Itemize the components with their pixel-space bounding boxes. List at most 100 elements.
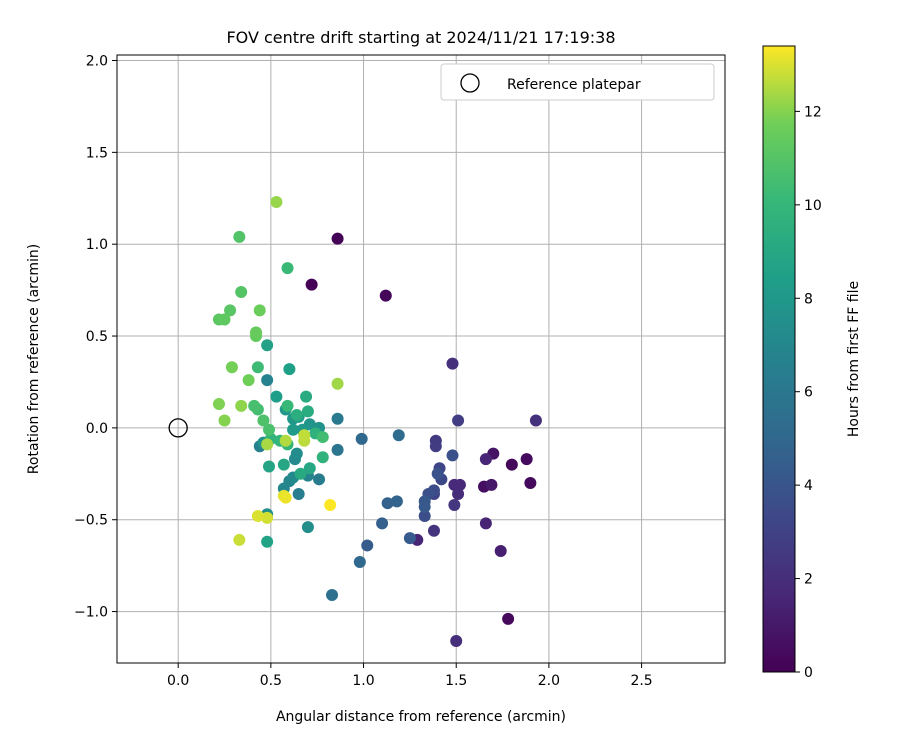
scatter-point bbox=[313, 473, 326, 486]
colorbar-gradient bbox=[762, 45, 796, 673]
y-tick-label: 1.5 bbox=[86, 145, 108, 161]
scatter-point bbox=[251, 361, 264, 374]
scatter-point bbox=[392, 429, 405, 442]
x-tick-label: 1.5 bbox=[445, 673, 467, 689]
scatter-point bbox=[277, 458, 290, 471]
scatter-point bbox=[326, 589, 339, 602]
scatter-point bbox=[452, 414, 465, 427]
scatter-point bbox=[450, 634, 463, 647]
scatter-point bbox=[281, 399, 294, 412]
scatter-point bbox=[403, 532, 416, 545]
colorbar-tick-label: 8 bbox=[804, 291, 813, 307]
scatter-point bbox=[261, 438, 274, 451]
scatter-point bbox=[250, 326, 263, 339]
scatter-point bbox=[261, 339, 274, 352]
scatter-point bbox=[270, 195, 283, 208]
colorbar-tick-label: 6 bbox=[804, 385, 813, 401]
scatter-point bbox=[292, 488, 305, 501]
colorbar-tick-label: 0 bbox=[804, 665, 813, 681]
colorbar-tick-label: 4 bbox=[804, 478, 813, 494]
scatter-point bbox=[427, 524, 440, 537]
scatter-point bbox=[485, 478, 498, 491]
scatter-point bbox=[261, 535, 274, 548]
scatter-point bbox=[479, 517, 492, 530]
scatter-point bbox=[270, 390, 283, 403]
scatter-point bbox=[261, 374, 274, 387]
scatter-point bbox=[283, 363, 296, 376]
scatter-point bbox=[379, 289, 392, 302]
scatter-point bbox=[331, 232, 344, 245]
scatter-point bbox=[505, 458, 518, 471]
y-tick-label: 0.0 bbox=[86, 421, 108, 437]
y-tick-label: 1.0 bbox=[86, 237, 108, 253]
y-tick-label: −1.0 bbox=[74, 605, 108, 621]
scatter-point bbox=[257, 414, 270, 427]
y-tick-label: −0.5 bbox=[74, 513, 108, 529]
scatter-point bbox=[502, 612, 515, 625]
x-tick-label: 0.5 bbox=[260, 673, 282, 689]
scatter-point bbox=[253, 304, 266, 317]
scatter-point bbox=[261, 511, 274, 524]
scatter-point bbox=[279, 491, 292, 504]
scatter-point bbox=[429, 440, 442, 453]
scatter-point bbox=[248, 399, 261, 412]
scatter-point bbox=[448, 499, 461, 512]
scatter-point bbox=[448, 478, 461, 491]
grid-lines bbox=[117, 55, 725, 663]
scatter-point bbox=[446, 357, 459, 370]
colorbar-label: Hours from first FF file bbox=[846, 281, 862, 437]
y-axis-label: Rotation from reference (arcmin) bbox=[26, 244, 42, 474]
colorbar-tick-label: 12 bbox=[804, 104, 822, 120]
scatter-point bbox=[390, 495, 403, 508]
scatter-point bbox=[494, 544, 507, 557]
scatter-point bbox=[294, 467, 307, 480]
scatter-point bbox=[446, 449, 459, 462]
plot-frame bbox=[116, 54, 726, 664]
scatter-point bbox=[331, 377, 344, 390]
scatter-point bbox=[301, 521, 314, 534]
scatter-point bbox=[233, 230, 246, 243]
scatter-point bbox=[305, 278, 318, 291]
scatter-point bbox=[418, 510, 431, 523]
legend: Reference platepar bbox=[440, 63, 715, 101]
scatter-point bbox=[331, 412, 344, 425]
y-tick-label: 2.0 bbox=[86, 54, 108, 70]
x-tick-label: 1.0 bbox=[352, 673, 374, 689]
scatter-point bbox=[303, 462, 316, 475]
x-tick-label: 2.0 bbox=[538, 673, 560, 689]
colorbar-ticks: 0 2 4 6 8 10 12 bbox=[795, 104, 822, 681]
scatter-point bbox=[479, 453, 492, 466]
scatter-point bbox=[235, 285, 248, 298]
scatter-point bbox=[235, 399, 248, 412]
scatter-point bbox=[520, 453, 533, 466]
scatter-point bbox=[316, 431, 329, 444]
colorbar-tick-label: 2 bbox=[804, 572, 813, 588]
scatter-point bbox=[376, 517, 389, 530]
scatter-point bbox=[452, 488, 465, 501]
scatter-point bbox=[224, 304, 237, 317]
colorbar: 0 2 4 6 8 10 12 Hours from first FF file bbox=[762, 45, 862, 681]
scatter-point bbox=[290, 447, 303, 460]
reference-point-circle bbox=[168, 418, 188, 438]
axis-ticks: 0.0 0.5 1.0 1.5 2.0 2.5 −1.0 −0.5 0.0 0.5 1.0 1.5 2.… bbox=[74, 54, 653, 689]
legend-open-circle-icon bbox=[460, 73, 480, 93]
scatter-point bbox=[529, 414, 542, 427]
chart-title: FOV centre drift starting at 2024/11/21 … bbox=[226, 28, 615, 47]
y-tick-label: 0.5 bbox=[86, 329, 108, 345]
x-tick-label: 0.0 bbox=[167, 673, 189, 689]
scatter-point bbox=[324, 499, 337, 512]
scatter-point bbox=[281, 262, 294, 275]
scatter-point bbox=[316, 451, 329, 464]
scatter-point bbox=[331, 443, 344, 456]
x-tick-label: 2.5 bbox=[630, 673, 652, 689]
scatter-point bbox=[290, 409, 303, 422]
scatter-point bbox=[353, 555, 366, 568]
data-points bbox=[168, 195, 542, 647]
scatter-point bbox=[263, 423, 275, 436]
scatter-point bbox=[287, 423, 300, 436]
scatter-point bbox=[431, 467, 444, 480]
scatter-point bbox=[524, 476, 537, 489]
scatter-point bbox=[300, 390, 313, 403]
scatter-point bbox=[361, 539, 374, 552]
